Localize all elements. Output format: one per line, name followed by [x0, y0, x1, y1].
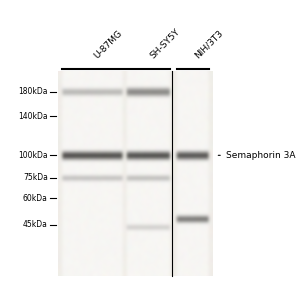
Text: NIH/3T3: NIH/3T3 — [193, 28, 224, 60]
Text: 60kDa: 60kDa — [23, 194, 48, 203]
Text: 100kDa: 100kDa — [18, 151, 48, 160]
Text: 75kDa: 75kDa — [23, 173, 48, 182]
Text: 180kDa: 180kDa — [18, 87, 48, 97]
Text: 45kDa: 45kDa — [23, 220, 48, 229]
Text: 140kDa: 140kDa — [18, 112, 48, 121]
Text: Semaphorin 3A: Semaphorin 3A — [218, 151, 295, 160]
Text: U-87MG: U-87MG — [92, 28, 124, 60]
Text: SH-SY5Y: SH-SY5Y — [148, 27, 182, 60]
